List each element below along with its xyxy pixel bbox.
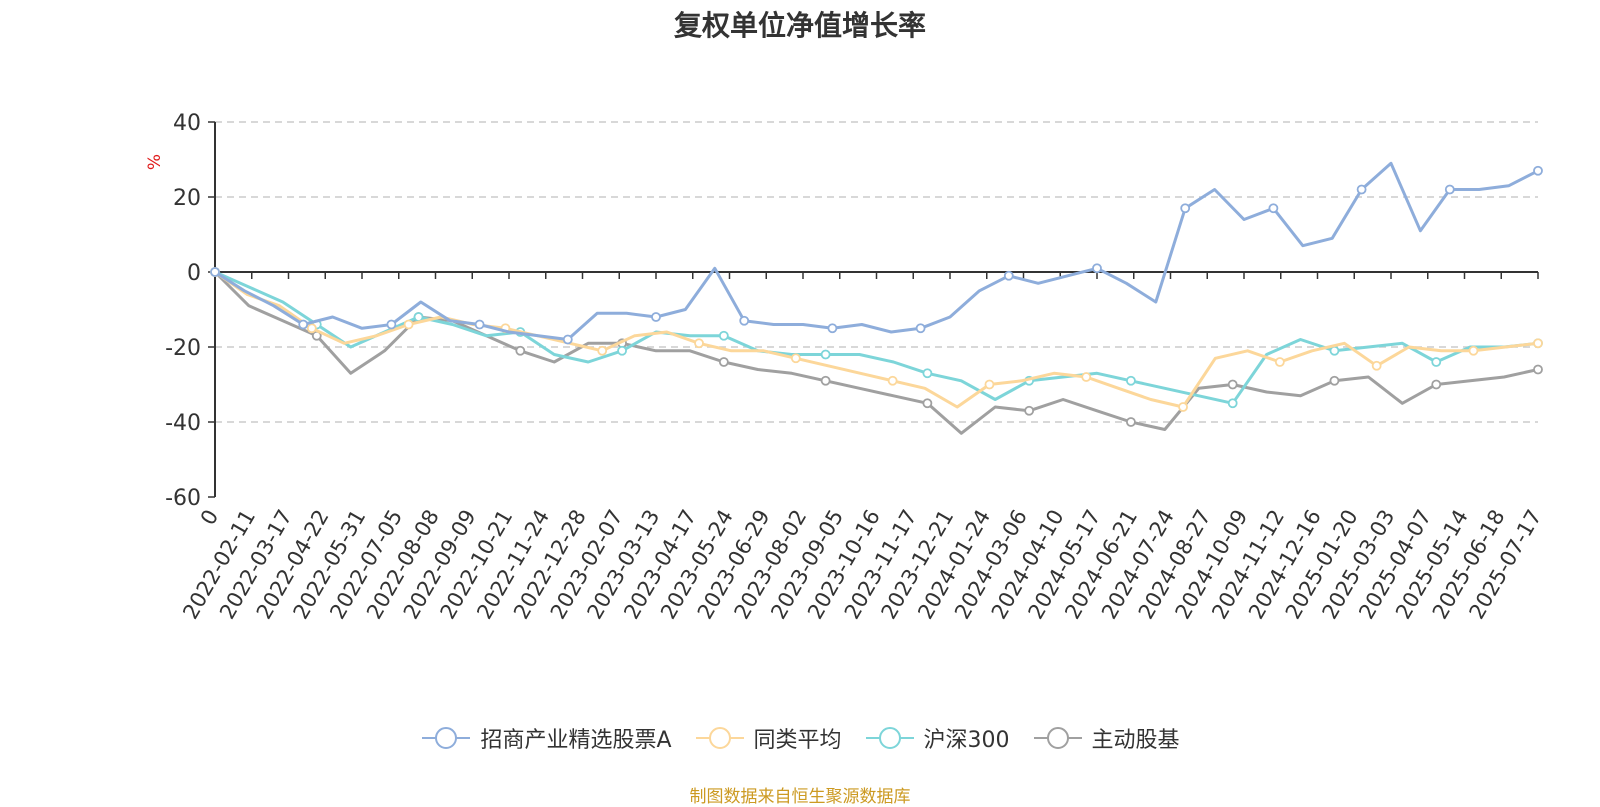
data-point [922,368,933,379]
series-lines [210,161,1543,435]
y-tick-label: -40 [165,411,201,436]
legend-item[interactable]: 沪深300 [864,722,1010,754]
series-line [214,270,1539,409]
chart-title: 复权单位净值增长率 [673,9,926,42]
data-point [562,334,573,345]
data-point [827,323,838,334]
y-tick-label: 0 [187,261,201,286]
data-point [718,330,729,341]
data-point [984,379,995,390]
data-point [820,349,831,360]
data-point [1533,338,1543,349]
data-point [403,319,414,330]
data-point [718,357,729,367]
x-tick-label: 0 [196,506,223,530]
legend-label: 主动股基 [1091,728,1180,753]
tick-labels: 40200-20-40-6002022-02-112022-03-172022-… [165,111,1546,623]
data-point [298,319,309,330]
legend-marker-icon [865,727,914,749]
data-point [651,312,661,322]
data-point [1356,184,1367,195]
data-point [306,323,317,334]
series-line [214,270,1539,405]
data-point [1329,345,1340,356]
y-tick-label: -20 [165,336,201,361]
data-point [1533,364,1543,375]
data-point [1329,375,1340,386]
y-tick-label: -60 [165,486,201,511]
legend-marker-icon [422,727,471,749]
data-point [1431,357,1442,367]
data-point [1431,379,1442,390]
data-point [474,319,485,330]
data-point [386,319,397,330]
legend-item[interactable]: 同类平均 [694,722,842,754]
legend-marker-icon [695,727,744,749]
grid-lines [215,121,1538,423]
series-line [213,270,1539,435]
data-point [1180,203,1191,214]
data-point [739,315,750,326]
data-point [915,323,926,334]
data-point [413,312,424,322]
data-point [1024,405,1035,416]
source-note: 制图数据来自恒生聚源数据库 [689,787,911,807]
legend-label: 同类平均 [753,728,842,753]
data-point [1126,375,1136,386]
data-point [1444,184,1455,195]
legend-label: 招商产业精选股票A [480,728,672,753]
chart-svg: 40200-20-40-6002022-02-112022-03-172022-… [145,111,1546,623]
legend-label: 沪深300 [923,728,1010,753]
data-point [1003,270,1014,281]
series-line [214,161,1539,341]
data-point [597,345,608,356]
series-2 [210,267,1543,412]
y-tick-label: 40 [173,111,201,136]
data-point [1178,402,1188,412]
data-point [210,267,220,277]
data-point [1274,357,1285,367]
legend-item[interactable]: 招商产业精选股票A [420,722,672,754]
y-axis-unit-label: % [145,154,165,170]
data-point [1468,345,1479,356]
data-point [1533,165,1543,176]
data-point [1227,379,1238,390]
legend: 招商产业精选股票A 同类平均 沪深300 主动股基 [0,722,1600,754]
data-point [1268,203,1279,214]
data-point [515,345,526,356]
data-point [790,353,801,364]
data-point [1092,263,1102,274]
axes [208,121,1539,498]
data-point [1126,417,1136,427]
data-point [887,375,898,386]
y-tick-label: 20 [173,186,201,211]
series-3 [210,267,1543,409]
legend-marker-icon [1033,727,1082,749]
data-point [922,398,933,409]
legend-item[interactable]: 主动股基 [1032,722,1180,754]
data-point [1371,360,1382,371]
data-point [820,375,831,386]
data-point [1227,398,1238,409]
data-point [617,345,627,356]
data-point [1081,372,1092,382]
data-point [694,338,704,349]
series-1 [210,161,1543,345]
